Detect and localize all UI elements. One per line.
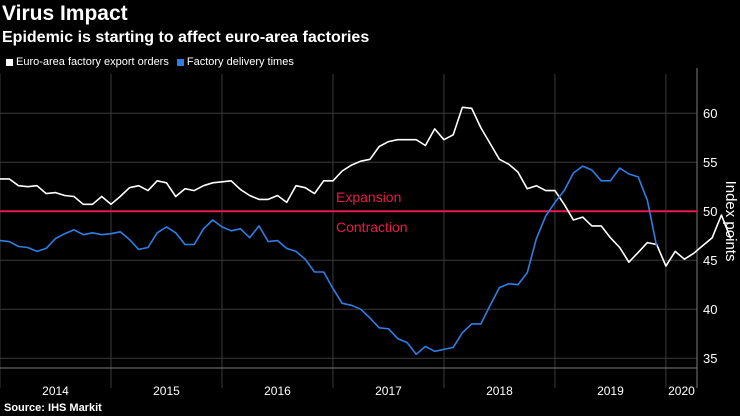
axes: 35 40 45 50 55 60 2014 2015 2016 2017 2018 2019 2020… — [0, 68, 739, 398]
x-tick-label: 2020 — [668, 384, 695, 398]
series-lines — [0, 106, 732, 356]
annotations: Expansion Contraction — [0, 189, 697, 235]
chart-title: Virus Impact — [2, 2, 128, 25]
legend-label-delivery-times: Factory delivery times — [186, 56, 294, 68]
y-tick-label: 60 — [703, 106, 717, 121]
x-tick-label: 2019 — [597, 384, 624, 398]
x-tick-label: 2017 — [375, 384, 402, 398]
series-line-export-orders — [0, 106, 732, 267]
x-tick-label: 2014 — [42, 384, 69, 398]
x-tick-label: 2016 — [264, 384, 291, 398]
annotation-contraction: Contraction — [336, 219, 408, 235]
y-tick-label: 55 — [703, 155, 717, 170]
y-tick-label: 50 — [703, 204, 717, 219]
legend-swatch-white — [6, 58, 13, 66]
annotation-expansion: Expansion — [336, 189, 401, 205]
x-tick-label: 2015 — [153, 384, 180, 398]
legend-item-export-orders: Euro-area factory export orders — [6, 56, 169, 68]
series-line-delivery-times — [0, 165, 658, 356]
y-axis-label: Index points — [722, 181, 739, 262]
chart-subtitle: Epidemic is starting to affect euro-area… — [2, 29, 370, 46]
legend: Euro-area factory export orders Factory … — [6, 56, 302, 68]
y-tick-label: 45 — [703, 253, 717, 268]
legend-swatch-blue — [176, 58, 184, 66]
legend-label-export-orders: Euro-area factory export orders — [16, 56, 169, 68]
legend-item-delivery-times: Factory delivery times — [176, 56, 294, 68]
y-tick-label: 35 — [703, 351, 717, 366]
source-note: Source: IHS Markit — [4, 402, 102, 414]
x-tick-label: 2018 — [486, 384, 513, 398]
y-tick-label: 40 — [703, 302, 717, 317]
